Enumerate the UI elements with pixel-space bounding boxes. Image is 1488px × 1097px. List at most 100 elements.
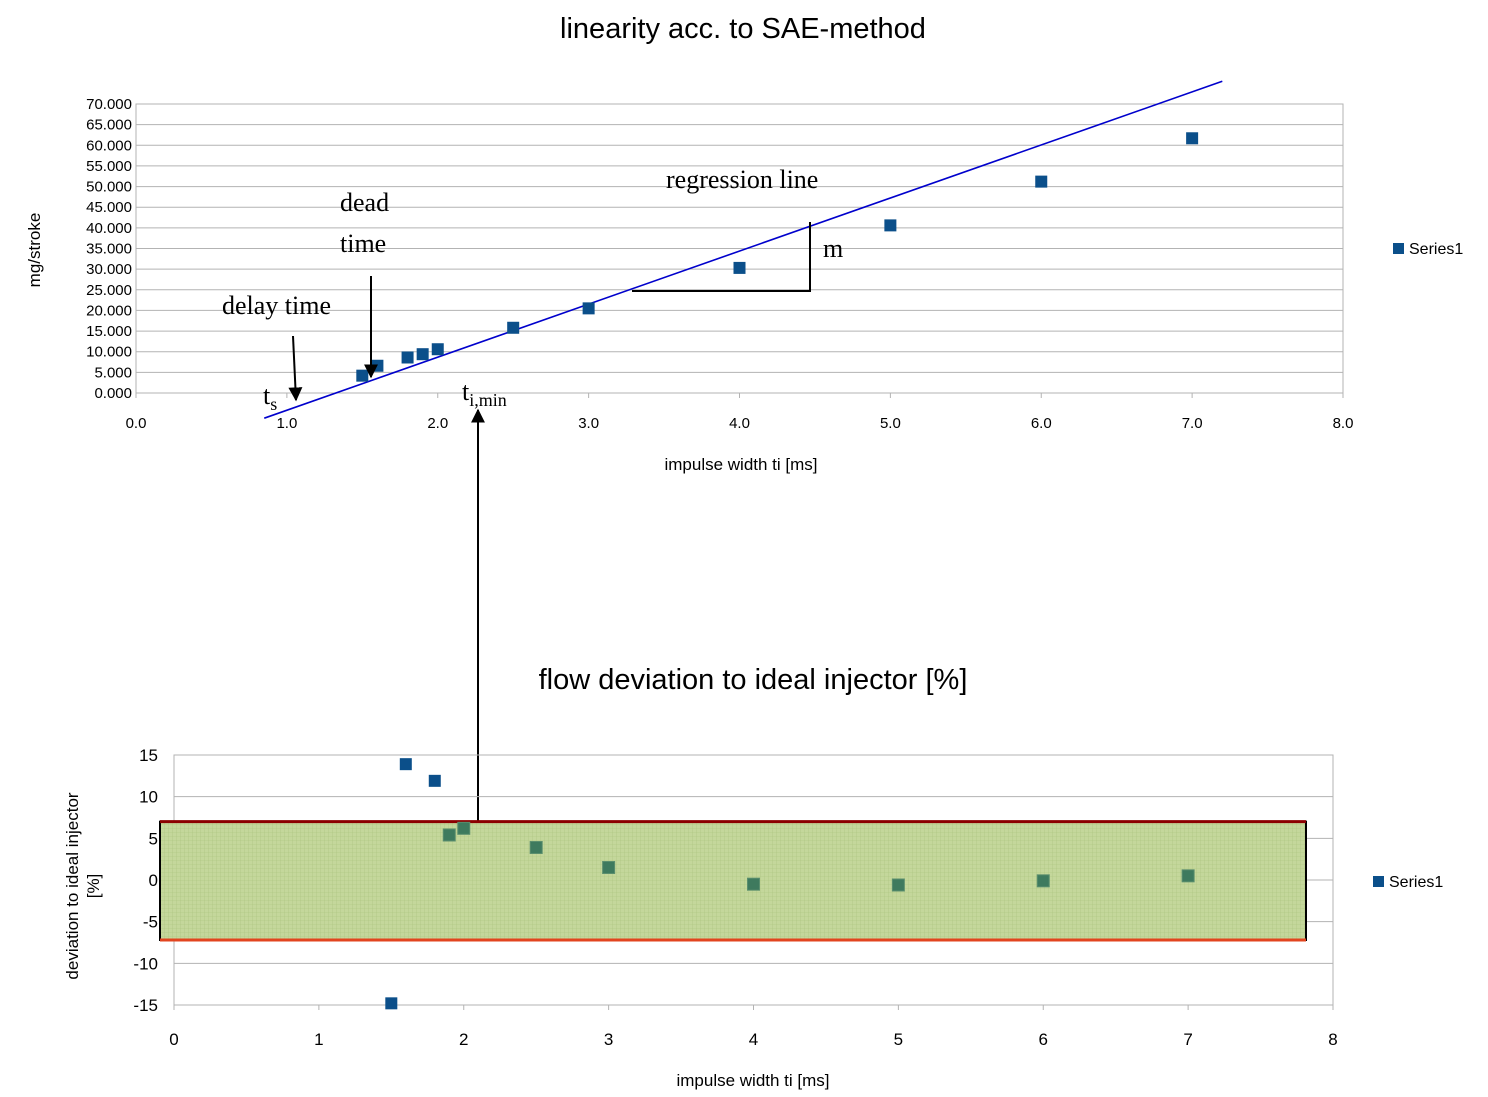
annotation-ts: ts bbox=[263, 381, 277, 414]
top-y-tick-label: 60.000 bbox=[86, 137, 132, 154]
top-x-tick-label: 7.0 bbox=[1182, 415, 1203, 432]
bottom-y-axis-label-line2: [%] bbox=[84, 874, 103, 899]
bottom-y-ticks: -15 -10 -5 0 5 10 15 bbox=[133, 746, 158, 1015]
top-x-tick-label: 4.0 bbox=[729, 415, 750, 432]
top-x-tick-label: 1.0 bbox=[276, 415, 297, 432]
ti-min-sub: i,min bbox=[469, 390, 507, 410]
bottom-x-tick-label: 6 bbox=[1039, 1030, 1048, 1049]
bottom-chart-title: flow deviation to ideal injector [%] bbox=[539, 664, 968, 696]
tolerance-band bbox=[159, 820, 1307, 942]
top-x-axis-label: impulse width ti [ms] bbox=[664, 455, 817, 474]
top-y-tick-label: 15.000 bbox=[86, 323, 132, 340]
regression-line-path bbox=[263, 80, 1223, 419]
bottom-y-axis-label-line1: deviation to ideal injector bbox=[63, 792, 82, 979]
slope-triangle bbox=[632, 222, 811, 292]
bottom-y-axis-label: deviation to ideal injector [%] bbox=[63, 792, 103, 979]
top-y-tick-label: 25.000 bbox=[86, 282, 132, 299]
top-data-point bbox=[884, 219, 897, 232]
delay-time-arrow bbox=[288, 335, 303, 402]
annotation-ti-min: ti,min bbox=[462, 377, 507, 410]
bottom-data-point bbox=[385, 997, 398, 1010]
bottom-x-axis-label: impulse width ti [ms] bbox=[676, 1071, 829, 1090]
bottom-legend-marker bbox=[1373, 876, 1384, 887]
top-y-tick-label: 70.000 bbox=[86, 96, 132, 113]
bottom-x-tick-label: 3 bbox=[604, 1030, 613, 1049]
ts-sub: s bbox=[270, 394, 277, 414]
bottom-y-tick-label: 15 bbox=[139, 746, 158, 765]
top-data-point bbox=[431, 343, 444, 356]
top-data-point bbox=[507, 321, 520, 334]
top-x-ticks: 0.0 1.0 2.0 3.0 4.0 5.0 6.0 7.0 8.0 bbox=[126, 415, 1354, 432]
bottom-data-point bbox=[747, 877, 760, 891]
bottom-x-tick-label: 5 bbox=[894, 1030, 903, 1049]
bottom-data-point bbox=[891, 878, 905, 892]
top-data-point bbox=[356, 369, 369, 382]
top-legend-marker bbox=[1393, 243, 1404, 254]
top-data-point bbox=[371, 359, 384, 372]
top-x-tick-label: 2.0 bbox=[427, 415, 448, 432]
bottom-data-point bbox=[602, 861, 616, 874]
bottom-x-tick-label: 7 bbox=[1183, 1030, 1192, 1049]
top-legend: Series1 bbox=[1393, 241, 1463, 258]
bottom-y-tick-label: 10 bbox=[139, 788, 158, 807]
bottom-x-tick-label: 8 bbox=[1328, 1030, 1337, 1049]
bottom-x-ticks: 0 1 2 3 4 5 6 7 8 bbox=[169, 1030, 1337, 1049]
annotation-delay-time: delay time bbox=[222, 291, 331, 320]
bottom-series1-points bbox=[385, 758, 1195, 1010]
top-y-tick-label: 65.000 bbox=[86, 117, 132, 134]
annotation-regression-line: regression line bbox=[666, 165, 818, 194]
top-y-tick-label: 35.000 bbox=[86, 241, 132, 258]
bottom-legend-label: Series1 bbox=[1389, 874, 1443, 891]
bottom-data-point bbox=[399, 758, 412, 771]
top-data-point bbox=[733, 261, 746, 274]
bottom-data-point bbox=[457, 821, 471, 835]
top-y-tick-label: 0.000 bbox=[94, 385, 132, 402]
regression-line bbox=[263, 80, 1223, 419]
top-legend-label: Series1 bbox=[1409, 241, 1463, 258]
bottom-x-tick-label: 2 bbox=[459, 1030, 468, 1049]
top-y-tick-label: 50.000 bbox=[86, 179, 132, 196]
bottom-y-tick-label: -5 bbox=[143, 913, 158, 932]
ti-min-main: t bbox=[462, 377, 470, 406]
bottom-chart: flow deviation to ideal injector [%] -15… bbox=[63, 664, 1443, 1090]
bottom-data-point bbox=[1181, 869, 1195, 883]
bottom-x-tick-label: 4 bbox=[749, 1030, 758, 1049]
bottom-x-tick-label: 0 bbox=[169, 1030, 178, 1049]
top-chart-title: linearity acc. to SAE-method bbox=[560, 13, 926, 45]
annotation-m: m bbox=[823, 234, 843, 263]
ts-main: t bbox=[263, 381, 271, 410]
bottom-x-tick-label: 1 bbox=[314, 1030, 323, 1049]
bottom-legend: Series1 bbox=[1373, 874, 1443, 891]
bottom-y-tick-label: 5 bbox=[149, 829, 158, 848]
top-y-tick-label: 55.000 bbox=[86, 158, 132, 175]
top-y-tick-label: 20.000 bbox=[86, 302, 132, 319]
top-chart: linearity acc. to SAE-method 0.000 5.000 1… bbox=[25, 13, 1463, 474]
top-grid bbox=[135, 103, 1344, 398]
top-y-tick-label: 5.000 bbox=[94, 364, 132, 381]
top-x-tick-label: 6.0 bbox=[1031, 415, 1052, 432]
top-data-point bbox=[582, 302, 595, 315]
top-y-axis-label: mg/stroke bbox=[25, 213, 44, 288]
annotation-time: time bbox=[340, 229, 386, 258]
bottom-data-point bbox=[428, 774, 441, 787]
top-y-tick-label: 10.000 bbox=[86, 344, 132, 361]
bottom-data-point bbox=[529, 841, 543, 854]
top-x-tick-label: 5.0 bbox=[880, 415, 901, 432]
top-x-tick-label: 3.0 bbox=[578, 415, 599, 432]
top-data-point bbox=[401, 351, 414, 364]
bottom-y-tick-label: -10 bbox=[133, 954, 158, 973]
top-y-tick-label: 40.000 bbox=[86, 220, 132, 237]
tolerance-band-area bbox=[159, 820, 1307, 942]
top-data-point bbox=[1186, 132, 1199, 145]
top-x-tick-label: 0.0 bbox=[126, 415, 147, 432]
annotation-dead: dead bbox=[340, 188, 389, 217]
top-data-point bbox=[416, 348, 429, 361]
bottom-data-point bbox=[1036, 874, 1050, 888]
bottom-y-tick-label: -15 bbox=[133, 996, 158, 1015]
bottom-data-point bbox=[442, 828, 456, 842]
top-y-tick-label: 45.000 bbox=[86, 199, 132, 216]
top-y-ticks: 0.000 5.000 10.000 15.000 20.000 25.000 30.000… bbox=[86, 96, 132, 402]
top-data-point bbox=[1035, 175, 1048, 188]
top-x-tick-label: 8.0 bbox=[1333, 415, 1354, 432]
